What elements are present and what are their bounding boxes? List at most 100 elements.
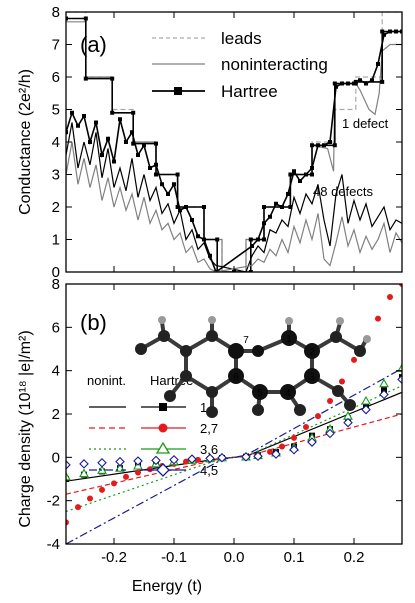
series-1-defect-point	[340, 81, 344, 86]
series-1-defect-point	[208, 253, 212, 258]
series-4-5-hartree-point	[253, 451, 263, 462]
x-axis-label: Energy (t)	[132, 578, 202, 595]
series-1-defect-point	[268, 214, 272, 219]
series-1-defect-point	[286, 192, 290, 196]
series-1-defect-point	[256, 237, 260, 242]
series-1-defect-point	[214, 270, 218, 272]
legend-header-nonint: nonint.	[87, 373, 126, 388]
y-tick-label: 1	[52, 232, 60, 249]
series-hartree-point	[380, 29, 385, 34]
x-tick-label: -0.2	[101, 549, 127, 566]
series-hartree-point	[215, 237, 220, 242]
legend-hartree-marker	[174, 87, 182, 95]
legend-noninteracting-label: noninteracting	[221, 55, 328, 74]
series-hartree-point	[332, 81, 337, 86]
series-1-defect-point	[130, 130, 134, 135]
series-2-7-hartree-point	[111, 480, 117, 487]
series-1-defect-point	[160, 182, 164, 187]
legend-hartree-label: Hartree	[221, 82, 278, 101]
y-tick-label: 4	[52, 134, 60, 151]
y-tick-label: 8	[52, 4, 60, 21]
panel-a-legend: leads noninteracting Hartree	[152, 29, 328, 101]
series-4-5-hartree-point	[397, 374, 402, 385]
series-1-defect-point	[328, 140, 332, 144]
molecule-inset: 1 2 3 4 5 6 7	[135, 316, 371, 418]
legend-row4-marker	[156, 463, 170, 477]
series-1-defect-point	[292, 169, 296, 174]
series-2-7-hartree-point	[327, 398, 333, 404]
series-1-defect-point	[346, 81, 350, 86]
series-48-defects-line	[66, 122, 402, 272]
atom-number-labels: 1 2 3 4 5 6 7	[233, 334, 315, 399]
series-4-5-hartree-point	[187, 454, 197, 464]
series-2-7-hartree-point	[135, 469, 141, 476]
series-4-5-hartree-point	[325, 428, 335, 439]
series-2-7-hartree-point	[351, 356, 357, 363]
series-2-7-hartree-point	[99, 486, 105, 493]
series-3-6-hartree-point	[361, 395, 371, 405]
y-tick-label: 2	[52, 406, 60, 423]
series-1-defect-point	[400, 29, 402, 34]
series-2-7-hartree-point	[66, 519, 69, 526]
series-hartree-point	[66, 16, 68, 21]
legend-row2-label: 2,7	[200, 421, 218, 436]
series-4-5-hartree-point	[241, 452, 251, 462]
series-hartree-point	[175, 205, 180, 209]
plot-area	[66, 12, 402, 272]
series-hartree-point	[175, 172, 180, 177]
series-3-6-hartree-point	[79, 468, 89, 478]
y-tick-label: 6	[52, 319, 60, 336]
y-tick-label: -4	[47, 536, 60, 553]
panel-b-y-axis-label: Charge density (10¹⁸ |e|/m²)	[17, 330, 34, 527]
series-2-7-hartree-point	[75, 504, 81, 511]
plot-frame	[65, 283, 403, 545]
series-1-defect-point	[316, 143, 320, 148]
series-hartree-point	[262, 205, 266, 209]
series-hartree-point	[310, 143, 314, 148]
y-tick-label: 8	[52, 276, 60, 293]
series-1-defect-point	[88, 140, 92, 144]
series-4-5-hartree-point	[289, 444, 299, 455]
series-1-defect-line	[66, 30, 402, 272]
series-2-7-hartree-point	[315, 413, 321, 420]
series-1-defect-point	[142, 143, 146, 148]
series-hartree-point	[131, 141, 136, 146]
series-hartree-point	[262, 237, 266, 242]
legend-row1-marker	[159, 403, 167, 411]
series-1-defect-point	[304, 172, 308, 177]
annotation-48-defects: 48 defects	[313, 184, 373, 199]
atom-label-3: 3	[309, 372, 315, 383]
x-tick-label: 0.1	[284, 549, 305, 566]
series-1-defect-point	[298, 179, 302, 183]
series-2-7-hartree-point	[267, 448, 273, 455]
atom-label-6: 6	[233, 372, 239, 383]
series-2-7-hartree-point	[87, 495, 93, 502]
series-leads-line	[66, 12, 402, 272]
series-3-6-hartree-point	[379, 378, 389, 388]
series-1-defect-point	[310, 166, 314, 170]
series-2-7-hartree-point	[147, 466, 153, 473]
y-tick-label: 3	[52, 167, 60, 184]
series-1-defect-point	[196, 234, 200, 239]
series-1-defect-point	[202, 237, 206, 242]
series-2-7-hartree-point	[339, 378, 345, 385]
y-tick-label: 2	[52, 199, 60, 216]
series-1-defect-point	[118, 117, 122, 122]
series-1-defect-point	[124, 140, 128, 144]
series-1-defect-point	[136, 153, 140, 157]
series-4-5-hartree-point	[169, 454, 179, 465]
series-4-5-hartree-point	[205, 453, 215, 464]
series-1-defect-point	[376, 62, 380, 66]
series-1-defect-point	[334, 84, 338, 89]
series-1-defect-point	[394, 29, 398, 34]
series-hartree-point	[248, 270, 253, 272]
series-2-7-hartree-point	[375, 315, 381, 322]
annotation-1-defect: 1 defect	[342, 116, 389, 131]
series-hartree-point	[83, 76, 88, 81]
panel-a: 0 1 2 3 4 5 6 7 8	[52, 4, 403, 281]
series-hartree-point	[154, 141, 158, 146]
series-hartree-point	[380, 79, 385, 84]
panel-a-y-axis-label: Conductance (2e²/h)	[17, 69, 34, 215]
series-1-defect-point	[154, 162, 158, 167]
